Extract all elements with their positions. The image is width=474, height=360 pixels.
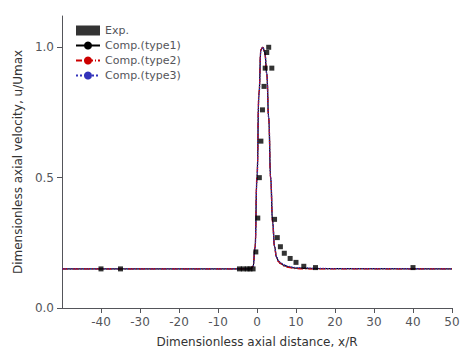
svg-text:1.0: 1.0 [35, 40, 54, 54]
svg-text:0: 0 [253, 315, 261, 329]
svg-text:-40: -40 [91, 315, 111, 329]
svg-text:Comp.(type1): Comp.(type1) [105, 39, 181, 52]
svg-text:Comp.(type3): Comp.(type3) [105, 69, 181, 82]
svg-text:30: 30 [366, 315, 381, 329]
svg-text:0.5: 0.5 [35, 171, 54, 185]
svg-text:40: 40 [405, 315, 420, 329]
svg-text:-20: -20 [169, 315, 189, 329]
svg-text:Comp.(type2): Comp.(type2) [105, 54, 181, 67]
svg-text:0.0: 0.0 [35, 301, 54, 315]
svg-text:Exp.: Exp. [105, 24, 129, 37]
svg-text:-30: -30 [130, 315, 150, 329]
svg-text:Dimensionless axial velocity,: Dimensionless axial velocity, u/Umax [11, 50, 25, 274]
svg-text:Dimensionless axial distance,: Dimensionless axial distance, x/R [156, 335, 357, 349]
svg-text:-10: -10 [208, 315, 228, 329]
svg-text:10: 10 [288, 315, 303, 329]
svg-text:50: 50 [444, 315, 459, 329]
svg-text:20: 20 [327, 315, 342, 329]
